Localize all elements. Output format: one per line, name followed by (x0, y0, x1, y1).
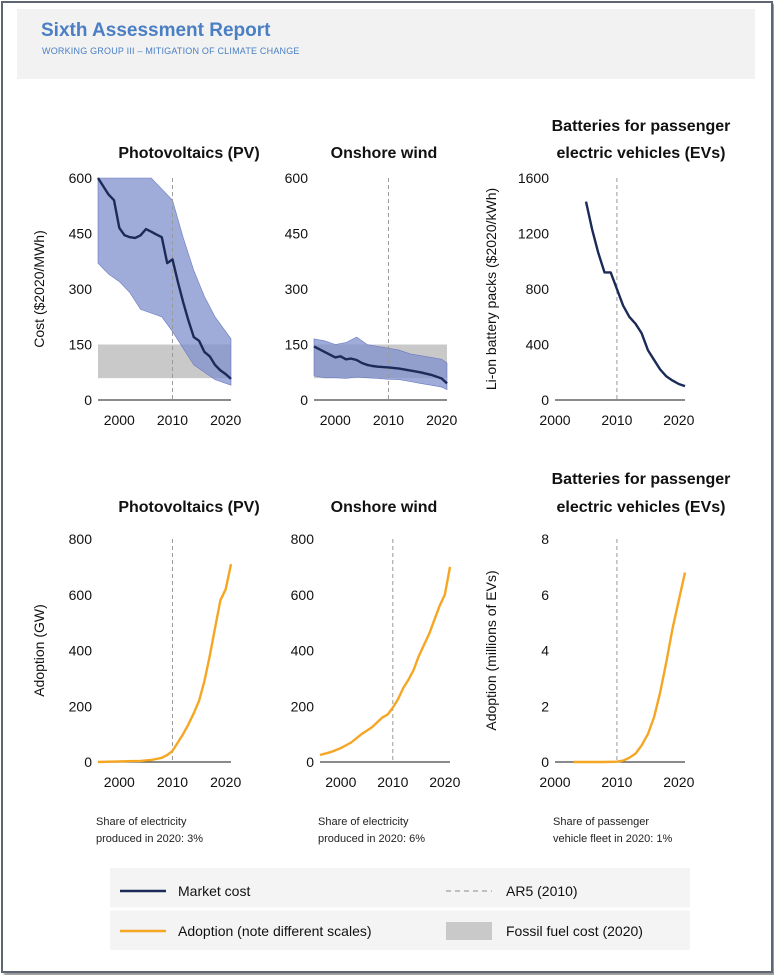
y-tick-label: 0 (541, 754, 549, 770)
chart-title: electric vehicles (EVs) (557, 499, 726, 516)
market-cost-line (96, 177, 232, 380)
share-note-line: Share of passenger (553, 816, 649, 828)
y-tick-label: 6 (541, 587, 549, 603)
y-tick-label: 400 (291, 643, 315, 659)
share-note-line: vehicle fleet in 2020: 1% (553, 833, 672, 845)
x-tick-label: 2020 (210, 412, 241, 428)
y-tick-label: 1200 (518, 226, 549, 242)
y-tick-label: 0 (84, 754, 92, 770)
x-tick-label: 2010 (377, 774, 408, 790)
report-header: Sixth Assessment Report WORKING GROUP II… (17, 9, 755, 79)
x-tick-label: 2010 (373, 412, 404, 428)
x-tick-label: 2000 (539, 774, 570, 790)
y-tick-label: 0 (300, 392, 308, 408)
y-tick-label: 2 (541, 698, 549, 714)
y-axis-label: Adoption (GW) (31, 604, 47, 697)
legend-fossil-label: Fossil fuel cost (2020) (506, 923, 643, 939)
x-tick-label: 2020 (663, 412, 694, 428)
y-tick-label: 1600 (518, 170, 549, 186)
chart-title: Photovoltaics (PV) (118, 499, 259, 516)
chart-title: Photovoltaics (PV) (118, 145, 259, 162)
chart-title: electric vehicles (EVs) (557, 145, 726, 162)
chart-panel-2: Onshore wind 0 150 300 450 600 2000 2010 2020 (285, 145, 458, 428)
y-tick-label: 4 (541, 643, 549, 659)
x-tick-label: 2010 (601, 412, 632, 428)
share-note-line: produced in 2020: 3% (96, 833, 203, 845)
y-axis-label: Li-on battery packs ($2020/kWh) (483, 188, 499, 390)
market-cost-line (584, 201, 686, 388)
chart-panel-6: Batteries for passenger electric vehicles… (483, 471, 730, 845)
chart-panel-3: Batteries for passenger electric vehicles… (483, 118, 730, 428)
y-tick-label: 8 (541, 531, 549, 547)
x-tick-label: 2000 (320, 412, 351, 428)
y-tick-label: 600 (291, 587, 315, 603)
y-tick-label: 0 (541, 392, 549, 408)
y-tick-label: 0 (84, 392, 92, 408)
x-tick-label: 2010 (157, 412, 188, 428)
y-tick-label: 600 (285, 170, 309, 186)
adoption-line (97, 563, 233, 764)
chart-panel-4: Photovoltaics (PV) 0 200 400 600 800 2000 2010 2… (31, 499, 260, 845)
chart-panel-1: Photovoltaics (PV) 0 150 300 450 600 2000 2010 2… (31, 145, 260, 428)
y-tick-label: 800 (526, 281, 550, 297)
adoption-line (573, 572, 687, 764)
chart-panel-5: Onshore wind 0 200 400 600 800 2000 2010 2020 Sha… (291, 499, 461, 845)
y-tick-label: 150 (69, 337, 93, 353)
x-tick-label: 2000 (539, 412, 570, 428)
y-tick-label: 150 (285, 337, 309, 353)
y-tick-label: 200 (291, 698, 315, 714)
y-tick-label: 400 (69, 643, 93, 659)
y-axis-label: Adoption (millions of EVs) (483, 570, 499, 730)
y-tick-label: 300 (285, 281, 309, 297)
x-tick-label: 2020 (663, 774, 694, 790)
y-tick-label: 800 (291, 531, 315, 547)
share-note-line: produced in 2020: 6% (318, 833, 425, 845)
share-note-line: Share of electricity (318, 816, 409, 828)
x-tick-label: 2020 (210, 774, 241, 790)
y-tick-label: 450 (285, 226, 309, 242)
x-tick-label: 2010 (601, 774, 632, 790)
report-subtitle: WORKING GROUP III – MITIGATION OF CLIMAT… (42, 46, 300, 56)
x-tick-label: 2000 (325, 774, 356, 790)
cost-range-band (313, 336, 448, 391)
y-tick-label: 450 (69, 226, 93, 242)
y-axis-label: Cost ($2020/MWh) (31, 230, 47, 347)
x-tick-label: 2020 (429, 774, 460, 790)
y-tick-label: 400 (526, 337, 550, 353)
y-tick-label: 600 (69, 170, 93, 186)
x-tick-label: 2000 (104, 774, 135, 790)
y-tick-label: 800 (69, 531, 93, 547)
legend-market-cost-label: Market cost (178, 883, 251, 899)
y-tick-label: 200 (69, 698, 93, 714)
share-note-line: Share of electricity (96, 816, 187, 828)
report-title: Sixth Assessment Report (41, 20, 271, 41)
y-tick-label: 300 (69, 281, 93, 297)
chart-title: Batteries for passenger (552, 118, 731, 135)
x-tick-label: 2000 (104, 412, 135, 428)
chart-title: Onshore wind (331, 145, 438, 162)
y-tick-label: 600 (69, 587, 93, 603)
cost-range-band (97, 177, 232, 386)
x-tick-label: 2010 (157, 774, 188, 790)
legend-ar5-label: AR5 (2010) (506, 883, 578, 899)
y-tick-label: 0 (306, 754, 314, 770)
legend-adoption-label: Adoption (note different scales) (178, 923, 372, 939)
adoption-line (319, 566, 452, 757)
chart-title: Batteries for passenger (552, 471, 731, 488)
market-cost-line (313, 345, 448, 385)
x-tick-label: 2020 (426, 412, 457, 428)
chart-title: Onshore wind (331, 499, 438, 516)
